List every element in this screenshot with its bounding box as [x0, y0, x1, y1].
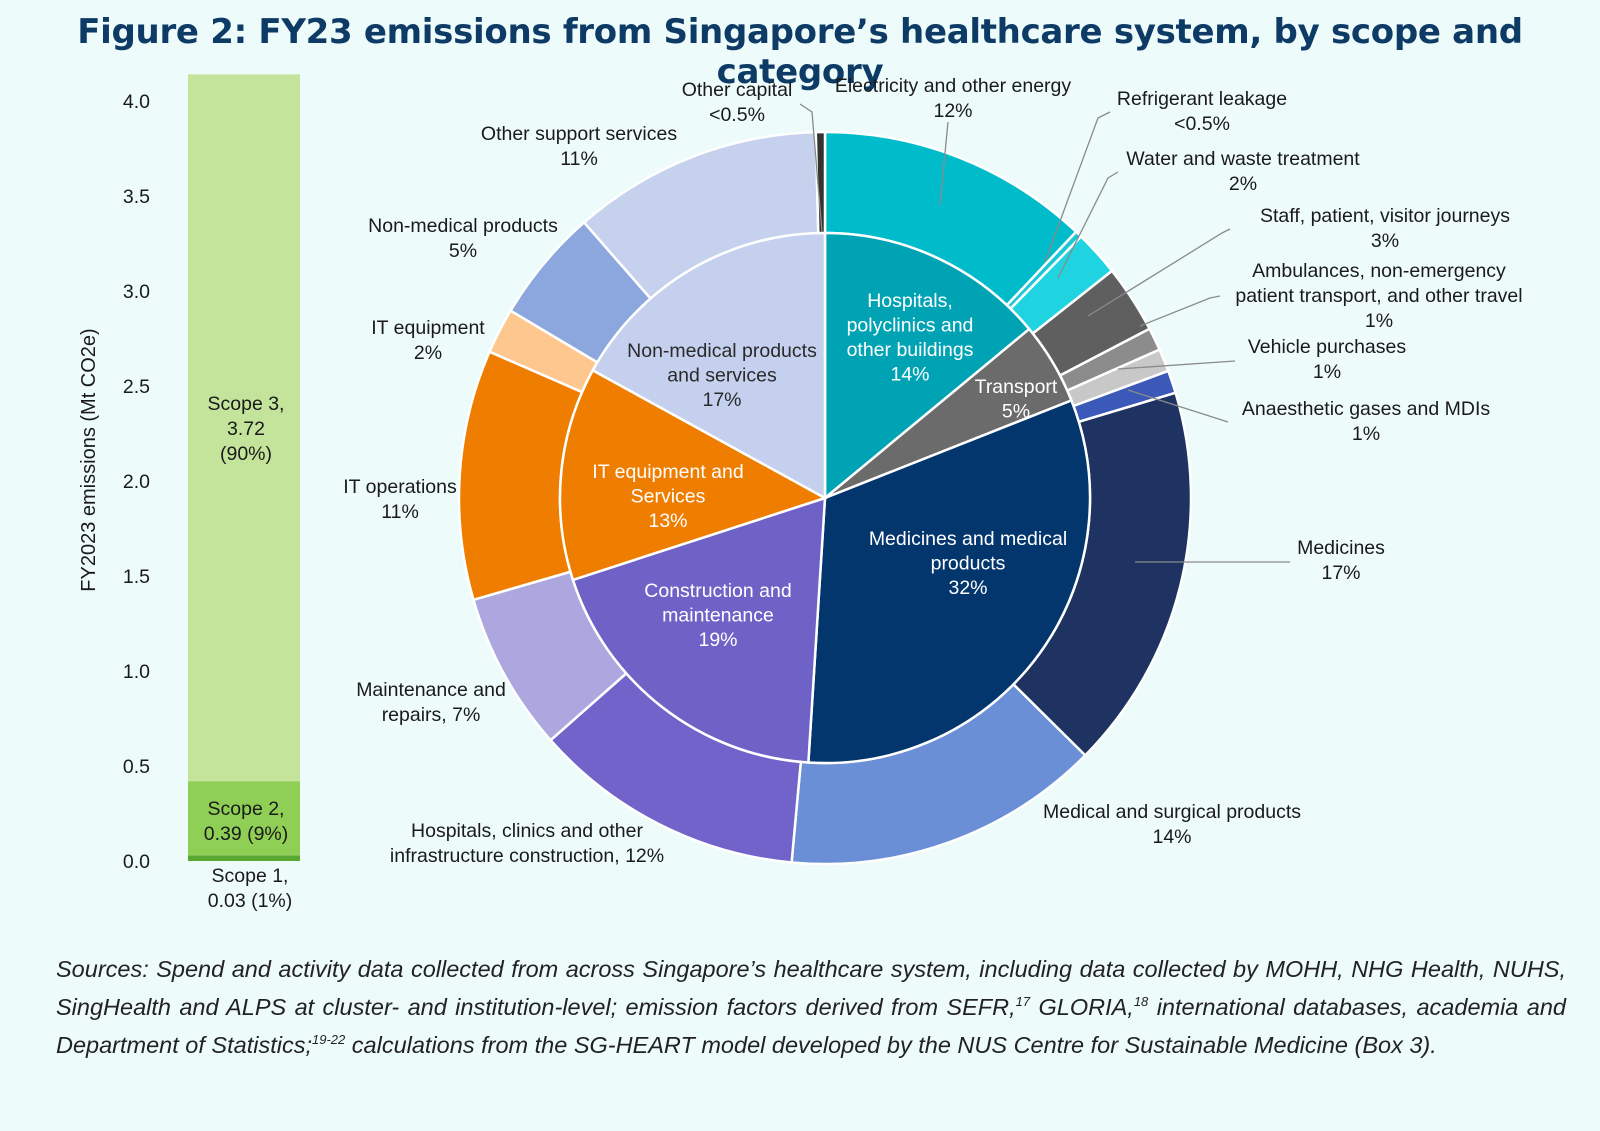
outer-label-refrigerant-leakage: Refrigerant leakage <0.5% [1117, 88, 1287, 135]
outer-label-water-and-waste-treatment: Water and waste treatment 2% [1126, 148, 1360, 195]
leader-anaesthetic-gases-and-mdis [1127, 389, 1229, 423]
outer-label-medicines: Medicines 17% [1297, 537, 1385, 584]
chart-title: Figure 2: FY23 emissions from Singapore’… [77, 12, 1523, 92]
emissions-chart: 0.0 0.5 1.0 1.5 2.0 2.5 3.0 3.5 4.0 FY2023 emissi… [78, 74, 1523, 912]
sources-text-2: GLORIA, [1030, 994, 1134, 1020]
sources-note: Sources: Spend and activity data collect… [56, 950, 1566, 1064]
inner-pie [558, 231, 1092, 765]
y-tick-label: 0.0 [123, 851, 150, 873]
outer-label-anaesthetic-gases-and-mdis: Anaesthetic gases and MDIs 1% [1242, 398, 1490, 445]
bar-segment-scope-1 [188, 855, 300, 861]
sources-ref-1: 17 [1015, 994, 1031, 1010]
sources-ref-2: 18 [1133, 994, 1149, 1010]
scope-bar-chart: 0.0 0.5 1.0 1.5 2.0 2.5 3.0 3.5 4.0 FY2023 emissi… [78, 74, 300, 912]
inner-label-hospitals-polyclinics-and-other-buildings: Hospitals, polyclinics and other buildings… [847, 290, 974, 386]
y-tick-label: 1.0 [123, 661, 150, 683]
sources-text-3: international databases, academia and De… [56, 994, 1566, 1058]
inner-slice-construction-and-maintenance [571, 496, 827, 764]
y-tick-label: 4.0 [123, 91, 150, 113]
y-tick-label: 3.5 [123, 186, 150, 208]
outer-label-ambulances-non-emergency-patient-transport-and-other-travel: Ambulances, non-emergency patient transpo… [1235, 260, 1522, 332]
bar-label-scope-1: Scope 1, 0.03 (1%) [208, 865, 293, 912]
bar-label-scope-3: Scope 3, 3.72 (90%) [208, 393, 285, 465]
leader-vehicle-purchases [1117, 360, 1236, 370]
inner-label-it-equipment-and-services: IT equipment and Services 13% [592, 461, 743, 532]
y-tick-label: 3.0 [123, 281, 150, 303]
y-tick-label: 2.0 [123, 471, 150, 493]
outer-label-electricity-and-other-energy: Electricity and other energy 12% [835, 75, 1072, 122]
sources-text-4: calculations from the SG-HEART model dev… [345, 1032, 1437, 1058]
y-tick-label: 2.5 [123, 376, 150, 398]
outer-label-staff-patient-visitor-journeys: Staff, patient, visitor journeys 3% [1260, 205, 1510, 252]
inner-slice-hospitals-polyclinics-and-other-buildings [823, 231, 1031, 501]
leader-water-and-waste-treatment [1057, 171, 1119, 279]
y-tick-label: 1.5 [123, 566, 150, 588]
inner-label-transport: Transport 5% [975, 376, 1058, 423]
outer-label-non-medical-products: Non-medical products 5% [368, 215, 558, 262]
leader-refrigerant-leakage [1044, 111, 1111, 263]
leader-other-capital [799, 103, 823, 233]
outer-label-other-capital: Other capital <0.5% [682, 79, 793, 126]
bar-segment-scope-3 [188, 74, 300, 782]
slice-labels: Hospitals, polyclinics and other buildings… [343, 75, 1522, 867]
sources-text-1: Sources: Spend and activity data collect… [56, 956, 1566, 1020]
leader-staff-patient-visitor-journeys [1087, 228, 1231, 317]
inner-label-construction-and-maintenance: Construction and maintenance 19% [644, 580, 791, 651]
leader-electricity [939, 121, 949, 206]
bar-segment-scope-2 [188, 781, 300, 856]
outer-label-it-equipment: IT equipment 2% [371, 317, 485, 364]
inner-slice-medicines-and-medical-products [807, 398, 1092, 765]
leader-ambulances-non-emergency-patient-transport-and-other-travel [1139, 295, 1221, 327]
bar-label-scope-2: Scope 2, 0.39 (9%) [204, 798, 289, 845]
outer-label-hospitals-clinics-and-other-infrastructure-construction: Hospitals, clinics and other infrastructu… [390, 820, 664, 867]
y-tick-label: 0.5 [123, 756, 150, 778]
sources-ref-3: 19-22 [312, 1032, 346, 1048]
y-axis-title: FY2023 emissions (Mt CO2e) [78, 328, 100, 591]
outer-label-other-support-services: Other support services 11% [481, 123, 677, 170]
inner-slice-non-medical-products-and-services [591, 231, 827, 501]
outer-ring [457, 130, 1193, 866]
inner-slice-it-equipment-and-services [558, 368, 829, 582]
outer-label-medical-and-surgical-products: Medical and surgical products 14% [1043, 801, 1301, 848]
outer-label-maintenance-and-repairs: Maintenance and repairs, 7% [356, 679, 506, 726]
leader-lines [799, 103, 1290, 563]
inner-label-non-medical-products-and-services: Non-medical products and services 17% [627, 340, 817, 411]
outer-label-it-operations: IT operations 11% [343, 476, 457, 523]
outer-label-vehicle-purchases: Vehicle purchases 1% [1248, 336, 1407, 383]
inner-label-medicines-and-medical-products: Medicines and medical products 32% [869, 528, 1067, 599]
